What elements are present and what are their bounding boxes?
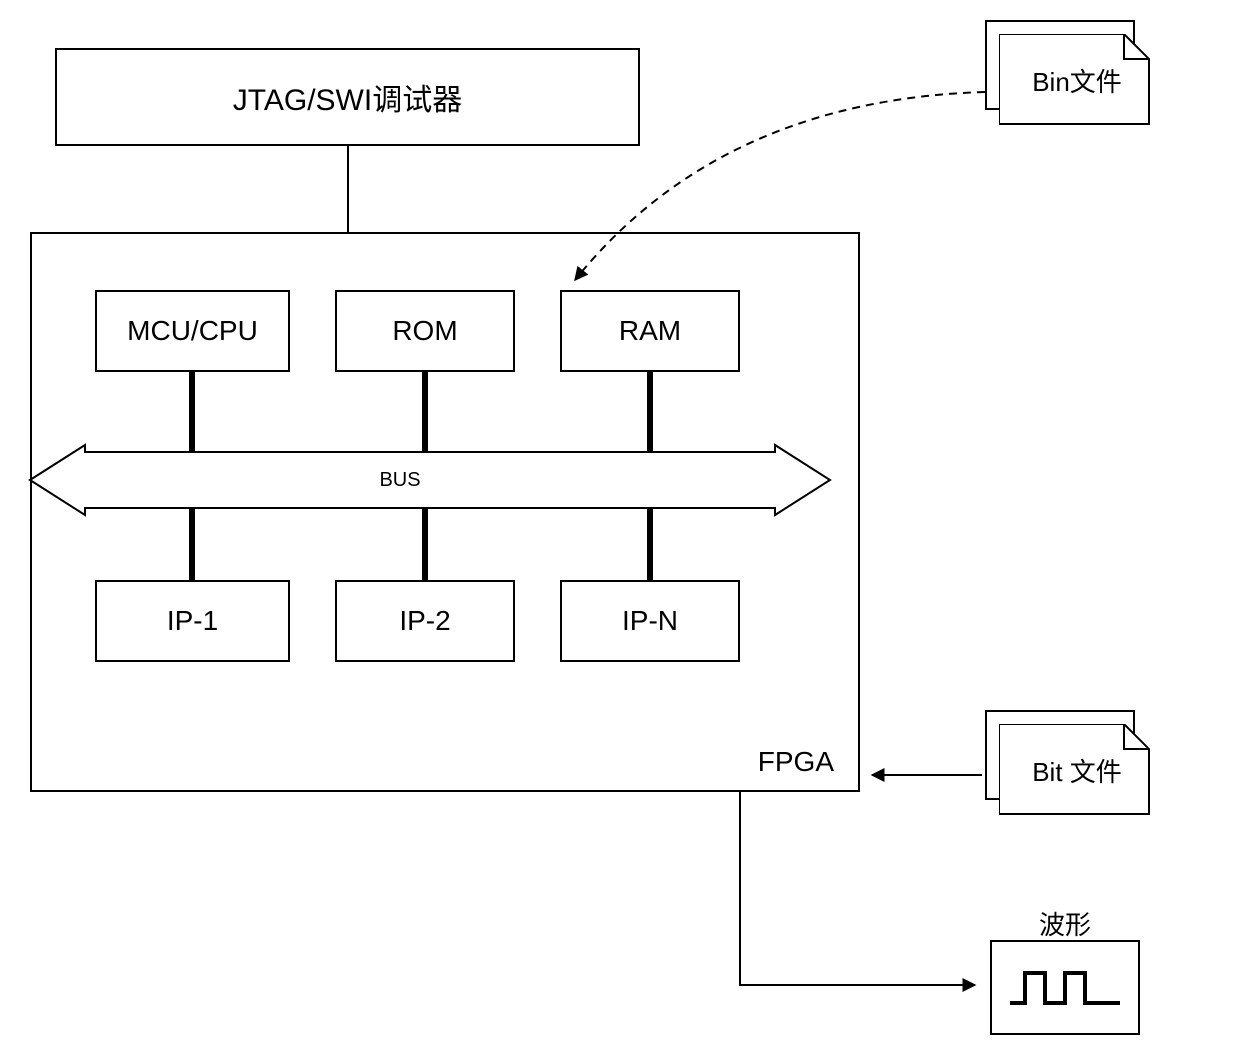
ip1-box: IP-1 xyxy=(95,580,290,662)
waveform-title: 波形 xyxy=(990,905,1140,942)
ip2-label: IP-2 xyxy=(399,605,450,637)
debugger-label: JTAG/SWI调试器 xyxy=(233,75,462,119)
mcu-label: MCU/CPU xyxy=(127,315,258,347)
ip1-label: IP-1 xyxy=(167,605,218,637)
mcu-box: MCU/CPU xyxy=(95,290,290,372)
ip2-box: IP-2 xyxy=(335,580,515,662)
rom-box: ROM xyxy=(335,290,515,372)
fpga-label: FPGA xyxy=(758,746,834,778)
fpga-waveform-connector xyxy=(740,792,975,985)
bit-file-icon: Bit 文件 xyxy=(985,710,1165,825)
ram-box: RAM xyxy=(560,290,740,372)
waveform-icon xyxy=(1005,963,1125,1013)
bit-file-label: Bit 文件 xyxy=(1007,752,1147,789)
rom-label: ROM xyxy=(392,315,457,347)
ram-label: RAM xyxy=(619,315,681,347)
bin-file-label: Bin文件 xyxy=(1007,62,1147,99)
ipn-box: IP-N xyxy=(560,580,740,662)
waveform-box xyxy=(990,940,1140,1035)
ipn-label: IP-N xyxy=(622,605,678,637)
bin-file-icon: Bin文件 xyxy=(985,20,1165,135)
debugger-box: JTAG/SWI调试器 xyxy=(55,48,640,146)
